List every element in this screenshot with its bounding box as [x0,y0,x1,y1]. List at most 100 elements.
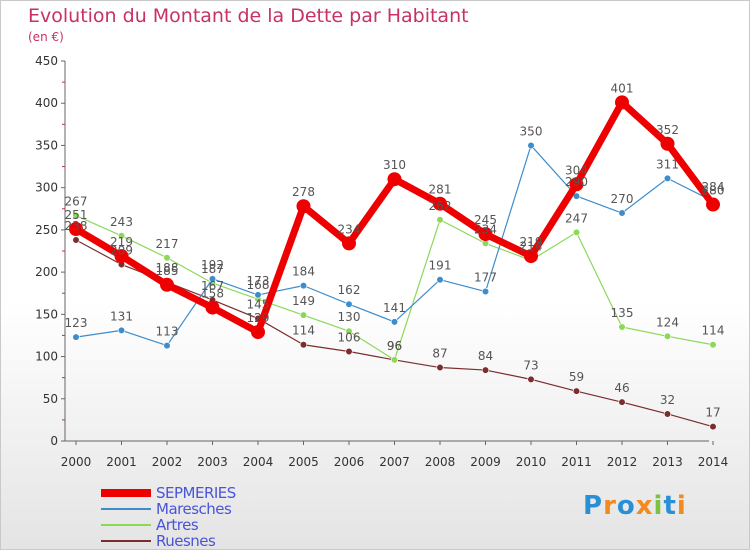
data-point [299,341,308,349]
data-label: 32 [660,393,675,407]
data-point [663,332,672,340]
data-label: 87 [432,347,447,361]
data-label: 84 [478,349,493,363]
x-tick-label: 2002 [152,455,183,469]
data-point [69,222,83,237]
data-point [618,323,626,331]
x-tick-label: 2006 [334,455,365,469]
data-label: 184 [292,265,315,279]
data-point [114,249,129,264]
data-point [390,356,399,364]
y-tick-label: 100 [35,350,58,364]
data-label: 96 [387,339,402,353]
data-label: 106 [338,330,361,344]
data-point [524,249,538,264]
y-tick-label: 0 [50,434,58,448]
data-point [615,95,629,110]
data-point [618,398,626,406]
data-point [436,216,444,224]
data-label: 177 [474,271,497,285]
legend-swatch [101,524,151,526]
y-tick-label: 250 [35,223,58,237]
data-label: 280 [702,184,725,198]
data-point [117,326,126,334]
data-label: 310 [383,158,406,172]
data-point [72,236,80,244]
x-tick-label: 2010 [516,455,547,469]
data-point [478,227,493,242]
data-label: 350 [520,124,543,138]
data-label: 262 [429,199,452,213]
data-label: 168 [247,278,270,292]
x-tick-label: 2011 [561,455,592,469]
data-label: 145 [247,298,270,312]
y-tick-label: 150 [35,307,58,321]
proxiti-logo: Proxiti [583,491,687,521]
logo-letter: t [663,491,677,521]
legend-swatch [101,540,151,542]
data-point [433,196,447,211]
y-tick-label: 400 [35,96,58,110]
data-label: 73 [523,358,538,372]
data-point [436,276,444,284]
x-tick-label: 2012 [607,455,638,469]
data-point [72,211,80,220]
logo-letter: r [603,491,617,521]
x-tick-label: 2007 [379,455,410,469]
data-label: 17 [705,406,720,420]
axes: 0 50 100 150 200 250 300 350 400 450 2000 2001 2002 2… [35,54,728,469]
data-label: 401 [611,81,634,95]
data-label: 290 [565,175,588,189]
data-point [436,363,444,372]
data-point [163,254,171,262]
data-label: 46 [614,381,629,395]
y-tick-label: 450 [35,54,58,68]
legend-label: Maresches [156,500,232,518]
data-point [117,232,126,240]
data-point [205,300,220,315]
x-tick-label: 2009 [470,455,501,469]
data-point [387,172,402,187]
data-label: 162 [338,283,361,297]
data-label: 114 [292,324,315,338]
data-label: 130 [338,310,361,324]
data-label: 209 [110,244,133,258]
data-label: 167 [201,279,224,293]
data-point [254,291,262,299]
data-labels: 238 209 188 167 145 114 106 96 87 84 73 59 46 32 17 267… [65,81,725,419]
data-point [342,236,356,251]
data-label: 304 [565,163,588,177]
data-point [345,327,353,335]
data-point [163,341,171,350]
x-tick-label: 2004 [243,455,274,469]
data-label: 278 [292,185,315,199]
y-tick-label: 300 [35,181,58,195]
chart-title: Evolution du Montant de la Dette par Hab… [28,5,469,27]
y-tick-label: 350 [35,138,58,152]
data-point [706,197,720,212]
data-label: 123 [65,316,88,330]
data-point [160,277,174,292]
logo-letter: x [635,491,654,521]
x-tick-label: 2008 [425,455,456,469]
legend-label: Artres [156,516,199,534]
data-point [251,325,265,340]
logo-letter: i [653,491,664,521]
data-point [572,228,581,237]
series-line-sepmeries [72,98,717,336]
data-label: 214 [520,239,543,253]
logo-letter: P [583,491,604,521]
data-point [345,300,353,308]
data-label: 247 [565,211,588,225]
data-point [663,174,672,182]
data-point [481,287,490,296]
data-point [72,333,80,341]
data-label: 149 [292,294,315,308]
data-label: 135 [611,306,634,320]
series-lines [69,95,720,431]
data-label: 131 [110,309,133,323]
data-label: 234 [338,222,361,236]
data-point [660,136,675,151]
data-label: 217 [156,237,179,251]
